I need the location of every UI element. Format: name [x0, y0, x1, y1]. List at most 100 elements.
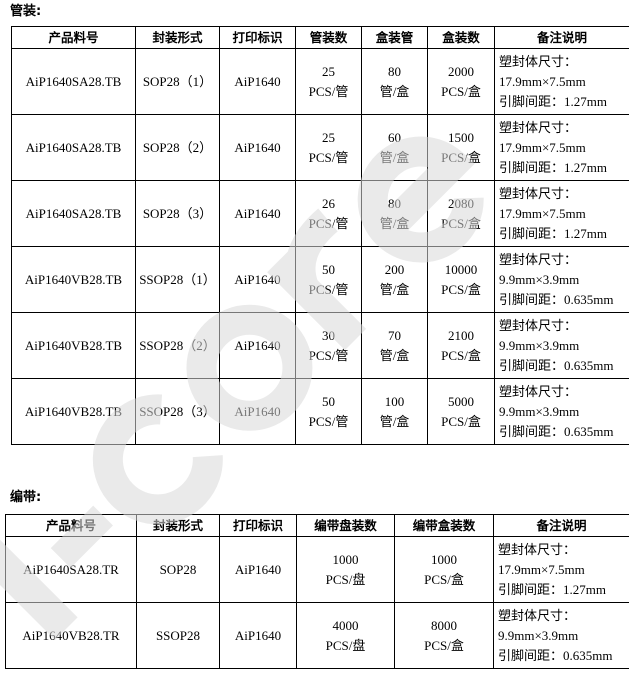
tube-packaging-table: 产品料号 封装形式 打印标识 管装数 盒装管 盒装数 备注说明 AiP1640SA28.TB… [11, 26, 629, 445]
cell-note: 塑封体尺寸： 9.9mm×3.9mm 引脚间距：0.635mm [494, 378, 629, 445]
cell-line: PCS/盒 [441, 281, 481, 297]
cell-mark: AiP1640 [219, 378, 296, 445]
cell-tubes-per-box: 80 管/盒 [361, 48, 428, 115]
cell-per-box: 2100 PCS/盒 [427, 312, 495, 379]
cell-note: 塑封体尺寸： 9.9mm×3.9mm 引脚间距：0.635mm [494, 246, 629, 313]
cell-line: 塑封体尺寸： [499, 251, 578, 267]
cell-per-box: 8000 PCS/盒 [394, 602, 494, 669]
cell-line: 17.9mm×7.5mm [499, 205, 586, 221]
cell-package: SOP28（2） [135, 114, 220, 181]
cell-line: 1500 [448, 129, 474, 145]
cell-line: PCS/盒 [424, 571, 464, 587]
cell-mark: AiP1640 [219, 536, 297, 603]
cell-package: SSOP28（1） [135, 246, 220, 313]
column-header: 备注说明 [494, 26, 629, 49]
cell-line: 引脚间距：0.635mm [499, 357, 614, 373]
cell-line: 17.9mm×7.5mm [498, 561, 585, 577]
cell-package: SOP28（3） [135, 180, 220, 247]
table-row: AiP1640VB28.TB SSOP28（1） AiP1640 50 PCS/管 200… [11, 246, 629, 313]
cell-part: AiP1640VB28.TB [11, 312, 136, 379]
cell-line: 5000 [448, 393, 474, 409]
cell-part: AiP1640SA28.TB [11, 180, 136, 247]
cell-mark: AiP1640 [219, 602, 297, 669]
cell-mark: AiP1640 [219, 180, 296, 247]
cell-line: 25 [322, 63, 335, 79]
column-header: 编带盒装数 [394, 514, 494, 537]
cell-part: AiP1640VB28.TB [11, 378, 136, 445]
column-header: 编带盘装数 [296, 514, 395, 537]
cell-per-tube: 26 PCS/管 [295, 180, 362, 247]
cell-line: 100 [384, 393, 405, 409]
cell-per-box: 2080 PCS/盒 [427, 180, 495, 247]
cell-mark: AiP1640 [219, 246, 296, 313]
cell-line: 管/盒 [379, 83, 410, 99]
cell-line: 管/盒 [379, 347, 410, 363]
cell-line: 塑封体尺寸： [498, 541, 577, 557]
cell-line: PCS/盒 [441, 215, 481, 231]
cell-line: 50 [322, 393, 335, 409]
cell-line: 引脚间距：1.27mm [499, 225, 607, 241]
cell-line: 引脚间距：0.635mm [499, 423, 614, 439]
cell-line: 管/盒 [379, 413, 410, 429]
cell-line: 26 [322, 195, 335, 211]
cell-line: PCS/盘 [325, 637, 366, 653]
cell-line: 17.9mm×7.5mm [499, 73, 586, 89]
cell-line: PCS/盒 [441, 347, 481, 363]
cell-line: 1000 [431, 551, 457, 567]
cell-part: AiP1640SA28.TB [11, 114, 136, 181]
cell-part: AiP1640VB28.TB [11, 246, 136, 313]
table-row: AiP1640SA28.TB SOP28（3） AiP1640 26 PCS/管 80 管/… [11, 180, 629, 247]
cell-part: AiP1640SA28.TR [5, 536, 137, 603]
cell-line: 80 [388, 195, 401, 211]
cell-line: 10000 [444, 261, 478, 277]
cell-line: PCS/盒 [424, 637, 464, 653]
cell-tubes-per-box: 80 管/盒 [361, 180, 428, 247]
cell-line: PCS/盒 [441, 413, 481, 429]
cell-line: 200 [384, 261, 405, 277]
cell-line: PCS/管 [308, 281, 349, 297]
cell-note: 塑封体尺寸： 17.9mm×7.5mm 引脚间距：1.27mm [494, 48, 629, 115]
table-header-row: 产品料号 封装形式 打印标识 管装数 盒装管 盒装数 备注说明 [11, 26, 629, 49]
cell-part: AiP1640VB28.TR [5, 602, 137, 669]
cell-mark: AiP1640 [219, 114, 296, 181]
cell-line: 引脚间距：1.27mm [498, 581, 606, 597]
cell-note: 塑封体尺寸： 17.9mm×7.5mm 引脚间距：1.27mm [493, 536, 629, 603]
cell-line: 50 [322, 261, 335, 277]
table-row: AiP1640SA28.TR SOP28 AiP1640 1000 PCS/盘 1000 P… [5, 536, 629, 603]
cell-per-box: 2000 PCS/盒 [427, 48, 495, 115]
cell-line: 4000 [332, 617, 359, 633]
cell-per-reel: 4000 PCS/盘 [296, 602, 395, 669]
cell-tubes-per-box: 100 管/盒 [361, 378, 428, 445]
table-row: AiP1640VB28.TB SSOP28（2） AiP1640 30 PCS/管 70 管… [11, 312, 629, 379]
table-row: AiP1640SA28.TB SOP28（1） AiP1640 25 PCS/管 80 管/… [11, 48, 629, 115]
cell-line: 2100 [448, 327, 474, 343]
cell-tubes-per-box: 200 管/盒 [361, 246, 428, 313]
column-header: 盒装管 [361, 26, 428, 49]
cell-per-tube: 50 PCS/管 [295, 378, 362, 445]
cell-line: 引脚间距：1.27mm [499, 93, 607, 109]
cell-per-tube: 30 PCS/管 [295, 312, 362, 379]
tube-section-title: 管装: [10, 4, 42, 19]
cell-tubes-per-box: 60 管/盒 [361, 114, 428, 181]
cell-line: 引脚间距：0.635mm [499, 291, 614, 307]
tape-packaging-table: 产品料号 封装形式 打印标识 编带盘装数 编带盒装数 备注说明 AiP1640SA28.T… [5, 514, 629, 669]
cell-line: 9.9mm×3.9mm [499, 271, 580, 287]
cell-per-tube: 25 PCS/管 [295, 48, 362, 115]
cell-package: SSOP28（3） [135, 378, 220, 445]
column-header: 打印标识 [219, 514, 297, 537]
cell-line: 塑封体尺寸： [499, 317, 578, 333]
cell-mark: AiP1640 [219, 48, 296, 115]
cell-line: PCS/管 [308, 347, 349, 363]
cell-line: PCS/管 [308, 413, 349, 429]
cell-line: PCS/盒 [441, 83, 481, 99]
cell-line: PCS/盘 [325, 571, 366, 587]
column-header: 备注说明 [493, 514, 629, 537]
table-header-row: 产品料号 封装形式 打印标识 编带盘装数 编带盒装数 备注说明 [5, 514, 629, 537]
cell-note: 塑封体尺寸： 17.9mm×7.5mm 引脚间距：1.27mm [494, 180, 629, 247]
cell-line: 9.9mm×3.9mm [499, 403, 580, 419]
table-row: AiP1640SA28.TB SOP28（2） AiP1640 25 PCS/管 60 管/… [11, 114, 629, 181]
cell-line: PCS/盒 [441, 149, 481, 165]
cell-line: 1000 [332, 551, 359, 567]
cell-package: SSOP28 [136, 602, 220, 669]
